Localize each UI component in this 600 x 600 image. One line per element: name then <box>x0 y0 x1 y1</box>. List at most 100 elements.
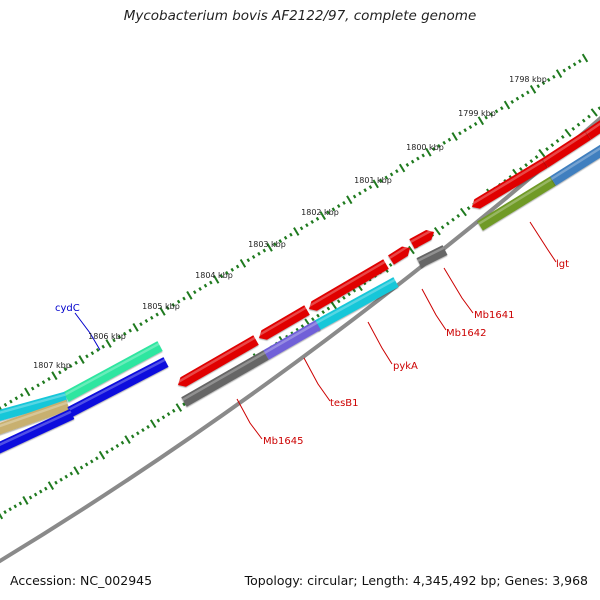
gene-bar-tan-left-highlight <box>0 401 68 428</box>
inner-minor-tick <box>171 408 176 413</box>
inner-minor-tick <box>519 167 523 171</box>
gene-bar-tesB1 <box>263 320 321 360</box>
gene-bar-steel-lower-highlight <box>551 146 600 180</box>
label-leader-lines <box>74 221 557 440</box>
inner-minor-tick <box>451 217 455 222</box>
outer-minor-tick <box>536 84 541 89</box>
outer-major-tick <box>451 132 458 141</box>
inner-minor-tick <box>347 292 351 297</box>
gene-bar-pykA-upper-highlight <box>307 260 386 308</box>
outer-minor-tick <box>225 271 229 275</box>
inner-minor-tick <box>79 465 84 470</box>
gene-bar-Mb1645-upper-highlight <box>176 336 256 384</box>
inner-major-tick <box>407 245 415 255</box>
inner-minor-tick <box>8 507 12 512</box>
inner-minor-tick <box>3 510 7 515</box>
inner-minor-tick <box>13 504 18 509</box>
outer-major-tick <box>503 100 511 110</box>
outer-minor-tick <box>139 322 143 327</box>
inner-minor-tick <box>587 114 591 119</box>
gene-bar-gray-small-highlight <box>417 246 445 262</box>
outer-major-tick <box>319 211 326 220</box>
outer-minor-tick <box>395 169 399 174</box>
outer-major-tick <box>266 243 273 252</box>
kbp-label-1802: 1802 kbp <box>301 208 339 217</box>
outer-minor-tick <box>305 223 309 228</box>
inner-minor-tick <box>115 443 120 448</box>
outer-minor-tick <box>500 106 504 111</box>
leader-pykA <box>367 321 393 365</box>
gene-label-Mb1642[interactable]: Mb1642 <box>446 328 486 339</box>
genome-backbone <box>0 116 600 564</box>
inner-minor-tick <box>555 139 560 143</box>
outer-minor-tick <box>463 128 467 133</box>
outer-minor-tick <box>405 162 410 167</box>
inner-minor-tick <box>388 262 393 267</box>
outer-minor-tick <box>473 121 478 126</box>
outer-minor-tick <box>562 68 567 73</box>
outer-minor-tick <box>30 386 35 391</box>
gene-label-pykA[interactable]: pykA <box>393 361 418 372</box>
outer-minor-tick <box>68 364 73 368</box>
outer-minor-tick <box>310 220 314 224</box>
gene-bar-Mb1642 <box>388 246 410 265</box>
outer-minor-tick <box>58 370 62 375</box>
inner-minor-tick <box>120 440 125 445</box>
gene-label-Mb1645[interactable]: Mb1645 <box>263 436 303 447</box>
inner-minor-tick <box>571 126 576 131</box>
gene-label-Mb1641[interactable]: Mb1641 <box>474 310 514 321</box>
inner-minor-tick <box>440 225 445 230</box>
inner-major-tick <box>22 496 29 505</box>
outer-minor-tick <box>203 283 208 288</box>
outer-major-tick <box>555 69 563 79</box>
kbp-label-1805: 1805 kbp <box>142 302 180 311</box>
gene-bar-lgt-lower-highlight <box>478 177 553 225</box>
kbp-label-1800: 1800 kbp <box>406 143 444 152</box>
inner-minor-tick <box>161 415 166 420</box>
outer-minor-tick <box>166 306 170 311</box>
inner-major-tick <box>564 128 572 138</box>
gene-bar-steel-lower <box>550 144 600 186</box>
inner-minor-tick <box>156 418 161 423</box>
outer-minor-tick <box>85 354 89 359</box>
outer-major-tick <box>477 116 485 126</box>
outer-minor-tick <box>41 380 46 385</box>
inner-minor-tick <box>456 213 461 218</box>
outer-minor-tick <box>447 137 452 142</box>
outer-minor-tick <box>352 194 357 199</box>
outer-minor-tick <box>257 251 261 256</box>
outer-major-tick <box>529 84 537 94</box>
inner-minor-tick <box>597 106 600 111</box>
outer-minor-tick <box>176 299 181 304</box>
outer-major-tick <box>132 323 139 332</box>
map-title: Mycobacterium bovis AF2122/97, complete … <box>123 8 477 24</box>
outer-major-tick <box>159 306 166 316</box>
outer-minor-tick <box>363 188 367 193</box>
gene-label-lgt[interactable]: lgt <box>556 259 569 270</box>
gene-bar-red-upper-3-highlight <box>585 122 600 134</box>
gene-bar-tesB1-upper-highlight <box>257 306 307 337</box>
inner-minor-tick <box>445 221 450 226</box>
gene-bar-red-upper-2 <box>541 130 592 168</box>
gene-label-cydC[interactable]: cydC <box>55 303 80 314</box>
outer-major-tick <box>346 195 353 205</box>
outer-minor-tick <box>96 347 100 352</box>
inner-minor-tick <box>64 474 68 479</box>
inner-minor-tick <box>560 134 565 139</box>
outer-minor-tick <box>230 267 235 272</box>
outer-minor-tick <box>3 402 8 407</box>
inner-minor-tick <box>89 459 94 464</box>
kbp-label-1807: 1807 kbp <box>33 361 71 370</box>
gene-bar-pykA <box>313 277 399 331</box>
gene-bar-teal-left-highlight <box>0 393 66 414</box>
inner-minor-tick <box>110 447 114 451</box>
gene-bar-gray-small <box>416 245 448 268</box>
inner-minor-tick <box>44 486 48 491</box>
kbp-label-1801: 1801 kbp <box>354 176 392 185</box>
gene-label-tesB1[interactable]: tesB1 <box>330 398 359 409</box>
inner-minor-tick <box>18 501 23 506</box>
outer-minor-tick <box>410 159 415 164</box>
inner-minor-tick <box>28 495 33 500</box>
inner-major-tick <box>47 481 55 491</box>
gene-bar-cydC <box>63 341 163 402</box>
